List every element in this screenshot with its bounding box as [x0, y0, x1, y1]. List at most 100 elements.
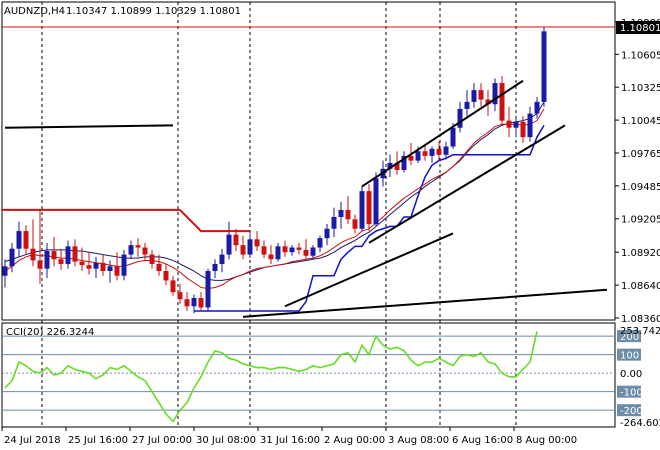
candle-body	[338, 209, 344, 217]
candle-body	[9, 248, 15, 267]
candle-body	[247, 239, 253, 255]
candle-body	[268, 254, 274, 260]
price-tick-label: 1.08920	[621, 248, 660, 259]
candle-body	[240, 245, 246, 255]
candle-body	[478, 90, 484, 100]
resistance-step-line	[179, 209, 250, 233]
moving-average-slow	[4, 101, 545, 281]
price-tick-label: 1.10045	[621, 116, 660, 127]
candle-body	[513, 121, 519, 128]
candle-body	[303, 249, 309, 256]
candle-body	[184, 299, 190, 307]
candle-body	[212, 263, 218, 272]
time-axis-label: 24 Jul 2018	[4, 435, 61, 446]
candle-body	[170, 280, 176, 293]
candle-body	[394, 162, 400, 170]
current-price-tag-label: 1.10801	[620, 23, 660, 34]
candle-body	[457, 108, 463, 128]
candle-body	[415, 151, 421, 161]
price-tick-label: 1.09205	[621, 215, 660, 226]
candle-body	[492, 83, 498, 105]
price-tick-label: 1.08360	[621, 314, 660, 325]
cci-line	[4, 331, 538, 423]
candle-body	[429, 148, 435, 156]
moving-average-fast	[4, 108, 545, 290]
candle-body	[261, 246, 267, 255]
candle-body	[177, 292, 183, 300]
candle-body	[450, 127, 456, 147]
candle-body	[436, 148, 442, 155]
candle-body	[219, 254, 225, 264]
candle-body	[331, 216, 337, 229]
candle-body	[65, 246, 71, 264]
cci-indicator-label: CCI(20) 226.3244	[6, 327, 94, 338]
candle-body	[23, 231, 29, 249]
time-axis-label: 27 Jul 00:00	[132, 435, 192, 446]
time-axis-label: 25 Jul 16:00	[68, 435, 128, 446]
candle-body	[296, 247, 302, 250]
price-tick-label: 1.10325	[621, 83, 660, 94]
candle-body	[163, 271, 169, 281]
candle-body	[464, 101, 470, 109]
time-axis-label: 6 Aug 16:00	[452, 435, 513, 446]
candle-body	[345, 209, 351, 220]
candle-body	[44, 251, 50, 269]
candle-body	[310, 247, 316, 256]
candle-body	[254, 239, 260, 247]
price-tick-label: 1.10605	[621, 50, 660, 61]
candle-body	[30, 248, 36, 261]
price-panel-frame	[1, 1, 616, 321]
candle-body	[79, 261, 85, 266]
candle-body	[226, 234, 232, 255]
candle-body	[100, 262, 106, 272]
candle-body	[408, 155, 414, 161]
trendline	[361, 79, 524, 188]
cci-tick-label: 200	[620, 332, 639, 343]
candle-body	[198, 298, 204, 308]
candle-body	[401, 155, 407, 170]
candle-body	[520, 121, 526, 138]
candle-body	[128, 245, 134, 255]
cci-max-label: 253.7422	[620, 326, 660, 337]
candle-body	[359, 191, 365, 229]
cci-level-tag	[617, 385, 641, 398]
price-axis: 1.108801.106051.103251.100451.097651.094…	[615, 18, 660, 325]
candle-body	[156, 263, 162, 272]
candle-body	[485, 99, 491, 105]
time-axis-label: 3 Aug 08:00	[388, 435, 449, 446]
candle-body	[373, 178, 379, 225]
candle-body	[289, 247, 295, 253]
cci-tick-label: -100	[620, 388, 643, 399]
candle-body	[107, 266, 113, 272]
candle-body	[527, 113, 533, 138]
time-axis-label: 30 Jul 08:00	[196, 435, 256, 446]
trendlines	[4, 79, 608, 318]
cci-panel-frame	[1, 322, 616, 428]
candle-body	[422, 151, 428, 156]
candle-body	[534, 101, 540, 114]
candle-body	[37, 260, 43, 269]
channel-low-line	[194, 124, 545, 312]
candle-body	[541, 31, 547, 102]
candlestick-series	[2, 26, 547, 314]
vertical-gridlines	[41, 2, 517, 427]
price-tick-label: 1.09765	[621, 149, 660, 160]
candle-body	[506, 120, 512, 128]
candle-body	[275, 246, 281, 260]
candle-body	[499, 83, 505, 121]
time-axis-label: 31 Jul 16:00	[260, 435, 320, 446]
cci-tick-label: 0.00	[620, 369, 642, 380]
cci-min-label: -264.6021	[620, 418, 660, 429]
candle-body	[72, 246, 78, 262]
candle-body	[121, 254, 127, 276]
price-tick-label: 1.08640	[621, 281, 660, 292]
trendline	[4, 124, 174, 129]
candle-body	[58, 259, 64, 264]
cci-level-tag	[617, 330, 641, 343]
candle-body	[86, 265, 92, 269]
time-axis-label: 2 Aug 00:00	[324, 435, 385, 446]
candle-body	[282, 246, 288, 253]
candle-body	[443, 146, 449, 155]
price-tick-label: 1.09485	[621, 182, 660, 193]
